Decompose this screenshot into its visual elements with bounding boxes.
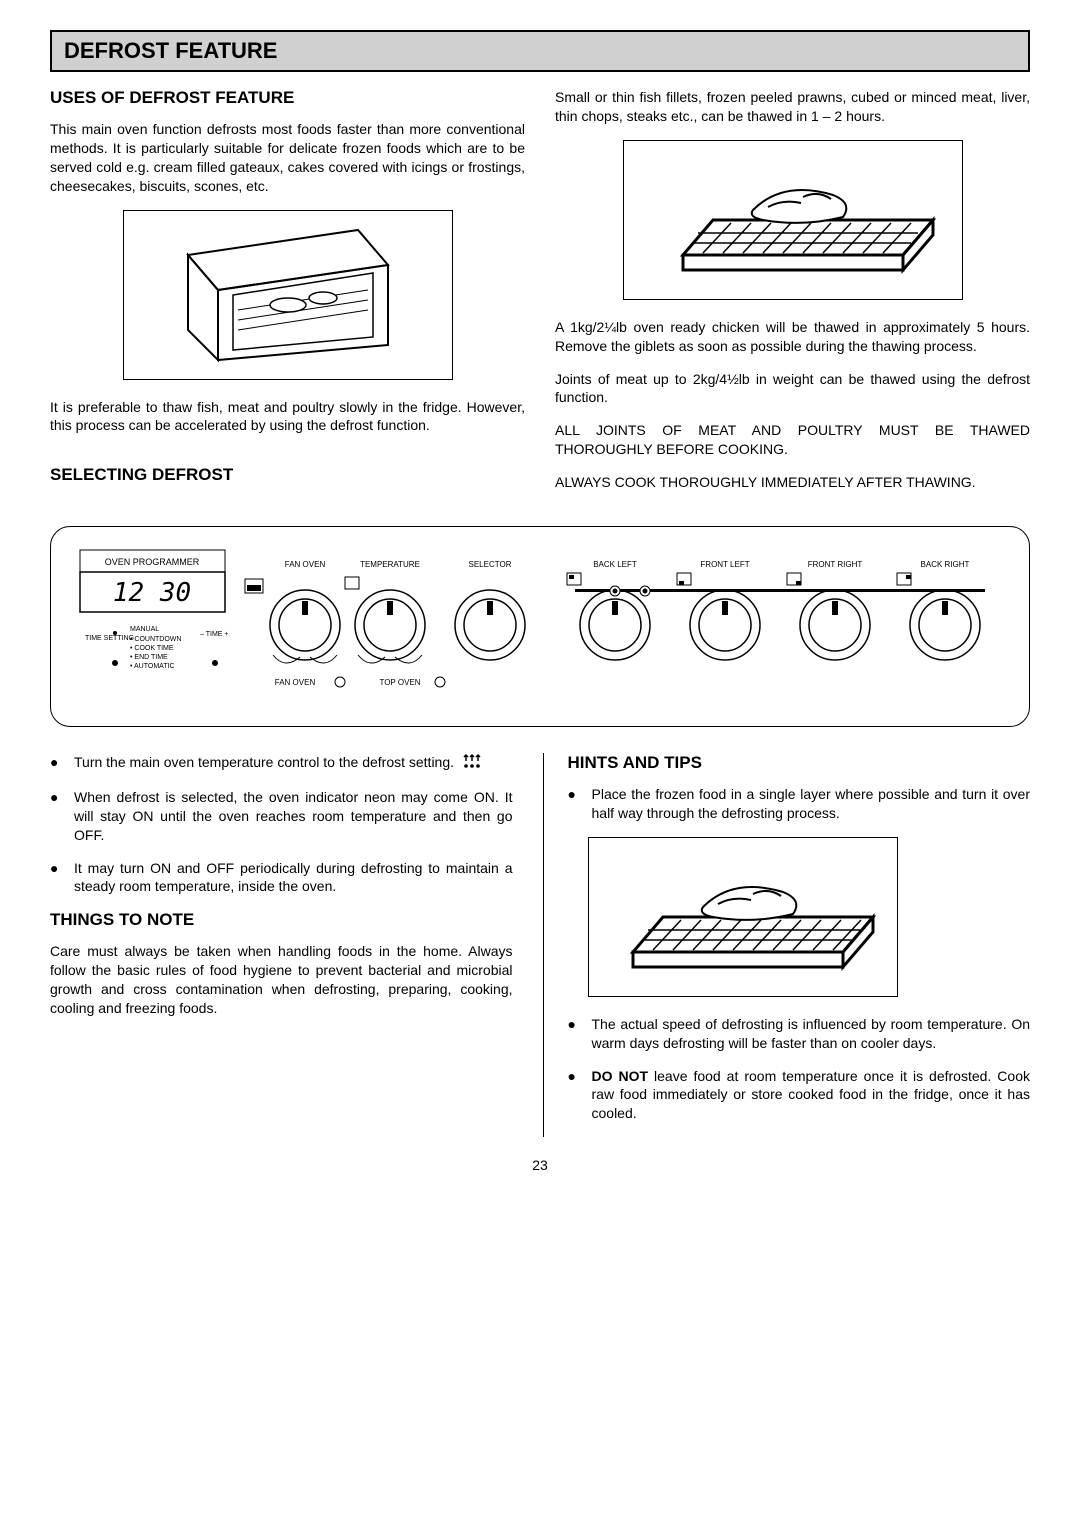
selecting-bullets: Turn the main oven temperature control t… xyxy=(50,753,513,896)
top-columns: USES OF DEFROST FEATURE This main oven f… xyxy=(50,88,1030,506)
svg-text:TEMPERATURE: TEMPERATURE xyxy=(360,560,420,569)
svg-text:• COUNTDOWN: • COUNTDOWN xyxy=(130,636,181,643)
all-joints-paragraph: ALL JOINTS OF MEAT AND POULTRY MUST BE T… xyxy=(555,421,1030,459)
selecting-heading: SELECTING DEFROST xyxy=(50,465,525,485)
oven-illustration xyxy=(158,225,418,365)
tray-illustration-2 xyxy=(603,852,883,982)
oven-illustration-box xyxy=(123,210,453,380)
svg-text:FAN OVEN: FAN OVEN xyxy=(275,678,316,687)
chicken-paragraph: A 1kg/2¼lb oven ready chicken will be th… xyxy=(555,318,1030,356)
bottom-right-column: HINTS AND TIPS Place the frozen food in … xyxy=(543,753,1031,1137)
svg-text:• END TIME: • END TIME xyxy=(130,654,168,661)
bullet-periodic: It may turn ON and OFF periodically duri… xyxy=(50,859,513,897)
control-panel-diagram: OVEN PROGRAMMER 12 30 TIME SETTING MANUA… xyxy=(50,526,1030,727)
hint-layer: Place the frozen food in a single layer … xyxy=(568,785,1031,823)
svg-text:BACK LEFT: BACK LEFT xyxy=(593,560,637,569)
right-column: Small or thin fish fillets, frozen peele… xyxy=(555,88,1030,506)
svg-text:FRONT RIGHT: FRONT RIGHT xyxy=(808,560,863,569)
fish-paragraph: Small or thin fish fillets, frozen peele… xyxy=(555,88,1030,126)
tray-illustration-box-1 xyxy=(623,140,963,300)
bottom-columns: Turn the main oven temperature control t… xyxy=(50,753,1030,1137)
svg-text:FRONT LEFT: FRONT LEFT xyxy=(700,560,749,569)
hint-donot: DO NOT leave food at room temperature on… xyxy=(568,1067,1031,1124)
hints-bullets: Place the frozen food in a single layer … xyxy=(568,785,1031,823)
section-header: DEFROST FEATURE xyxy=(50,30,1030,72)
svg-text:SELECTOR: SELECTOR xyxy=(469,560,512,569)
things-to-note-heading: THINGS TO NOTE xyxy=(50,910,513,930)
svg-text:• COOK TIME: • COOK TIME xyxy=(130,645,174,652)
uses-paragraph: This main oven function defrosts most fo… xyxy=(50,120,525,196)
always-cook-paragraph: ALWAYS COOK THOROUGHLY IMMEDIATELY AFTER… xyxy=(555,473,1030,492)
svg-text:TOP OVEN: TOP OVEN xyxy=(379,678,420,687)
care-paragraph: Care must always be taken when handling … xyxy=(50,942,513,1018)
control-panel-svg: OVEN PROGRAMMER 12 30 TIME SETTING MANUA… xyxy=(75,545,1005,705)
page-number: 23 xyxy=(50,1157,1030,1173)
svg-text:12 30: 12 30 xyxy=(113,578,191,608)
thaw-paragraph: It is preferable to thaw fish, meat and … xyxy=(50,398,525,436)
bottom-left-column: Turn the main oven temperature control t… xyxy=(50,753,513,1137)
hints-heading: HINTS AND TIPS xyxy=(568,753,1031,773)
left-column: USES OF DEFROST FEATURE This main oven f… xyxy=(50,88,525,506)
tray-illustration-box-2 xyxy=(588,837,898,997)
svg-text:OVEN PROGRAMMER: OVEN PROGRAMMER xyxy=(105,557,200,567)
bullet-turn: Turn the main oven temperature control t… xyxy=(50,753,513,774)
tray-illustration-1 xyxy=(643,155,943,285)
hint-speed: The actual speed of defrosting is influe… xyxy=(568,1015,1031,1053)
bullet-neon: When defrost is selected, the oven indic… xyxy=(50,788,513,845)
svg-text:TIME SETTING: TIME SETTING xyxy=(85,635,134,642)
joints-paragraph: Joints of meat up to 2kg/4½lb in weight … xyxy=(555,370,1030,408)
svg-text:• AUTOMATIC: • AUTOMATIC xyxy=(130,663,175,670)
hints-bullets-2: The actual speed of defrosting is influe… xyxy=(568,1015,1031,1123)
svg-text:– TIME +: – TIME + xyxy=(200,631,229,638)
svg-text:BACK RIGHT: BACK RIGHT xyxy=(921,560,970,569)
svg-text:FAN OVEN: FAN OVEN xyxy=(285,560,326,569)
uses-heading: USES OF DEFROST FEATURE xyxy=(50,88,525,108)
svg-text:MANUAL: MANUAL xyxy=(130,626,159,633)
defrost-icon xyxy=(462,753,482,774)
